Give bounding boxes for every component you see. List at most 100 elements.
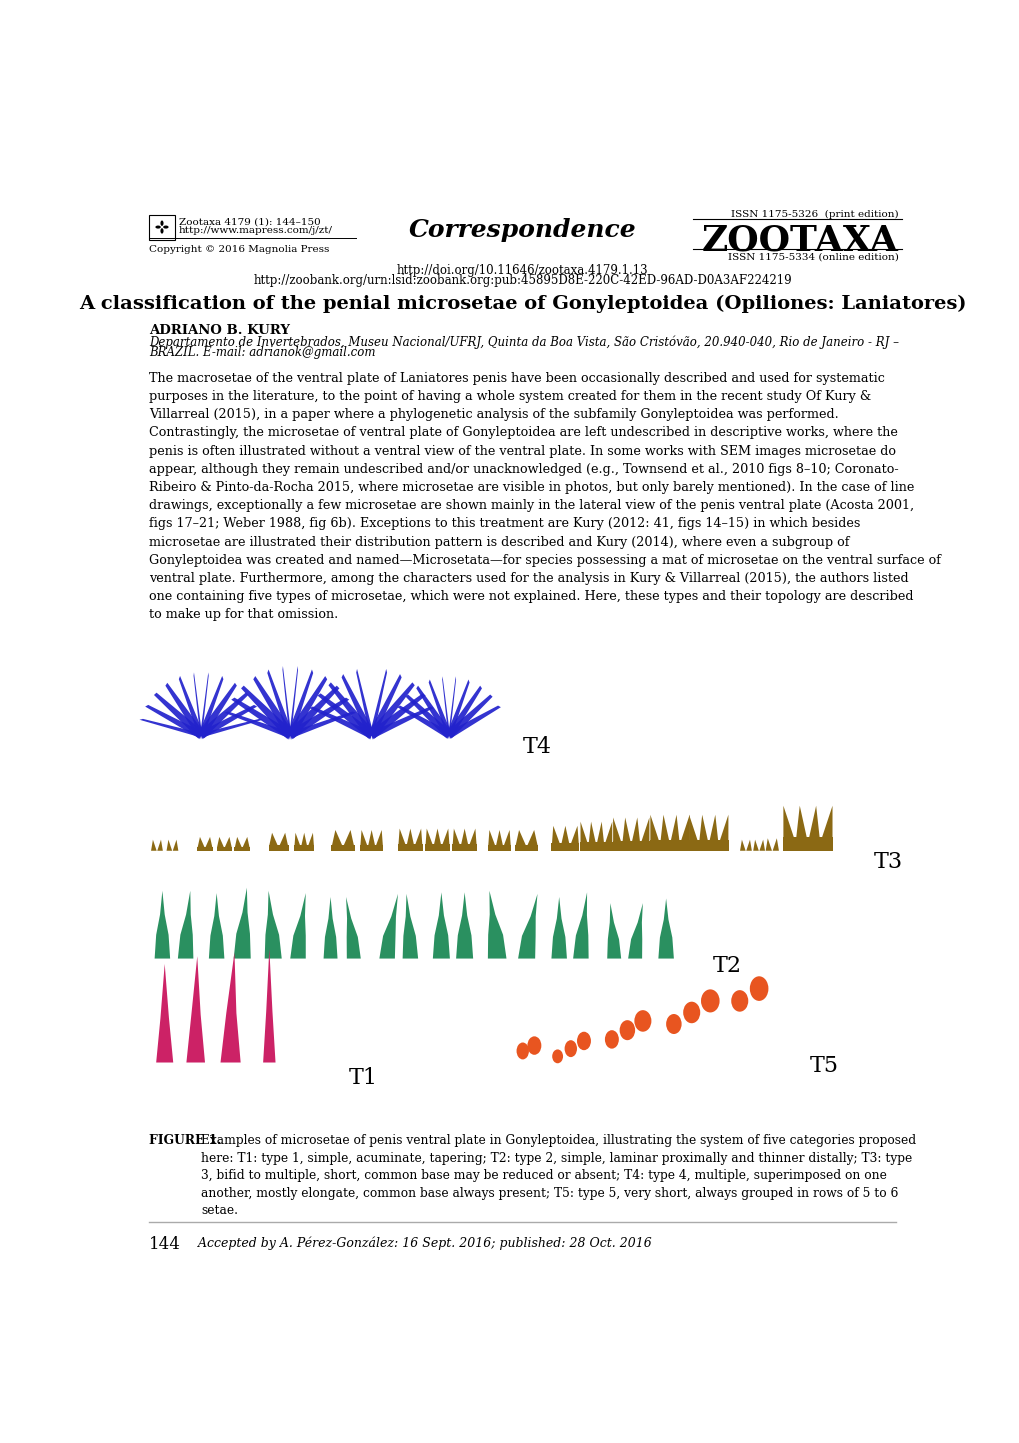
Polygon shape: [267, 670, 291, 740]
Polygon shape: [290, 893, 306, 958]
Polygon shape: [606, 903, 621, 958]
Polygon shape: [201, 672, 209, 740]
Polygon shape: [166, 840, 172, 851]
Text: http://doi.org/10.11646/zootaxa.4179.1.13: http://doi.org/10.11646/zootaxa.4179.1.1…: [396, 264, 648, 277]
Polygon shape: [455, 892, 473, 958]
Polygon shape: [282, 667, 290, 740]
Polygon shape: [288, 670, 313, 740]
Text: Correspondence: Correspondence: [409, 218, 636, 242]
Text: The macrosetae of the ventral plate of Laniatores penis have been occasionally d: The macrosetae of the ventral plate of L…: [149, 372, 941, 622]
Polygon shape: [240, 685, 293, 739]
Polygon shape: [263, 948, 275, 1062]
Polygon shape: [231, 697, 293, 737]
Polygon shape: [469, 828, 476, 846]
Ellipse shape: [577, 1032, 590, 1051]
Polygon shape: [155, 890, 170, 958]
Polygon shape: [209, 893, 224, 958]
Polygon shape: [140, 719, 205, 736]
Polygon shape: [487, 844, 511, 851]
Ellipse shape: [160, 221, 163, 227]
Polygon shape: [765, 838, 771, 851]
Text: FIGURE 1.: FIGURE 1.: [149, 1134, 221, 1147]
Polygon shape: [752, 840, 758, 851]
Polygon shape: [397, 706, 452, 737]
Polygon shape: [551, 898, 567, 958]
Polygon shape: [428, 680, 450, 739]
Text: A classification of the penial microsetae of Gonyleptoidea (Opiliones: Laniatore: A classification of the penial microseta…: [78, 294, 966, 313]
Polygon shape: [580, 843, 612, 851]
Polygon shape: [740, 840, 745, 851]
Polygon shape: [447, 680, 469, 739]
Ellipse shape: [619, 1020, 635, 1040]
Polygon shape: [580, 821, 587, 844]
Text: T1: T1: [348, 1066, 377, 1089]
Text: Accepted by A. Pérez-González: 16 Sept. 2016; published: 28 Oct. 2016: Accepted by A. Pérez-González: 16 Sept. …: [185, 1237, 651, 1250]
Polygon shape: [669, 815, 679, 843]
Polygon shape: [628, 903, 642, 958]
Polygon shape: [317, 693, 375, 739]
Polygon shape: [657, 899, 674, 958]
Polygon shape: [442, 677, 449, 739]
Polygon shape: [746, 840, 751, 851]
Polygon shape: [376, 830, 382, 846]
Polygon shape: [341, 674, 373, 739]
Polygon shape: [370, 670, 386, 740]
Polygon shape: [640, 818, 649, 843]
Polygon shape: [416, 685, 451, 739]
Polygon shape: [356, 670, 372, 740]
Polygon shape: [197, 706, 257, 737]
Polygon shape: [308, 833, 314, 847]
Polygon shape: [186, 957, 205, 1062]
Polygon shape: [360, 830, 367, 846]
Polygon shape: [612, 841, 649, 851]
Ellipse shape: [634, 1010, 651, 1032]
Polygon shape: [588, 821, 595, 844]
Text: Departamento de Invertebrados, Museu Nacional/UFRJ, Quinta da Boa Vista, São Cri: Departamento de Invertebrados, Museu Nac…: [149, 336, 899, 349]
Polygon shape: [570, 825, 579, 844]
Polygon shape: [156, 964, 173, 1062]
Polygon shape: [795, 805, 806, 840]
Text: Copyright © 2016 Magnolia Press: Copyright © 2016 Magnolia Press: [149, 245, 329, 254]
Polygon shape: [243, 837, 250, 847]
Polygon shape: [368, 683, 415, 739]
Polygon shape: [403, 893, 418, 958]
Polygon shape: [782, 837, 833, 851]
Polygon shape: [217, 837, 224, 847]
Polygon shape: [488, 830, 495, 846]
Polygon shape: [368, 830, 375, 846]
Polygon shape: [406, 694, 451, 737]
Polygon shape: [369, 674, 401, 739]
Polygon shape: [157, 840, 163, 851]
Polygon shape: [253, 677, 292, 739]
Text: ISSN 1175-5334 (online edition): ISSN 1175-5334 (online edition): [727, 253, 898, 261]
Polygon shape: [631, 818, 640, 843]
Text: Examples of microsetae of penis ventral plate in Gonyleptoidea, illustrating the: Examples of microsetae of penis ventral …: [201, 1134, 915, 1216]
Polygon shape: [551, 825, 559, 844]
Polygon shape: [279, 833, 288, 847]
Polygon shape: [596, 821, 603, 844]
Polygon shape: [331, 844, 355, 851]
Polygon shape: [445, 694, 492, 737]
Polygon shape: [551, 843, 579, 851]
Ellipse shape: [665, 1014, 681, 1035]
Text: T3: T3: [872, 851, 902, 873]
Polygon shape: [287, 677, 327, 739]
Ellipse shape: [683, 1001, 699, 1023]
Ellipse shape: [527, 1036, 541, 1055]
Polygon shape: [604, 821, 611, 844]
Polygon shape: [293, 846, 314, 851]
Polygon shape: [487, 890, 506, 958]
Polygon shape: [407, 828, 414, 846]
Polygon shape: [151, 840, 157, 851]
Polygon shape: [197, 719, 263, 736]
Polygon shape: [285, 711, 356, 737]
Text: T5: T5: [809, 1055, 838, 1078]
Polygon shape: [622, 818, 630, 843]
Polygon shape: [368, 693, 425, 739]
Polygon shape: [771, 838, 779, 851]
Polygon shape: [234, 837, 242, 847]
Text: T4: T4: [522, 736, 551, 758]
Polygon shape: [446, 685, 482, 739]
Polygon shape: [268, 846, 288, 851]
Polygon shape: [445, 706, 500, 737]
